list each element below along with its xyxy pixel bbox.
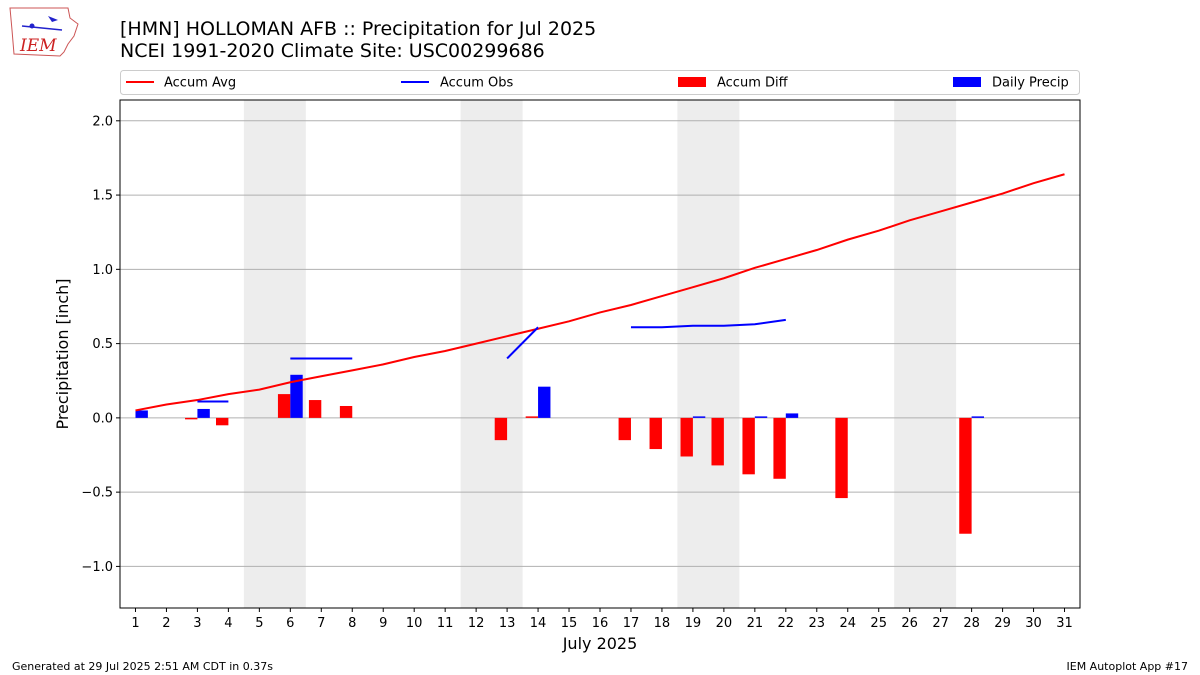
x-tick-label: 26 (901, 616, 918, 631)
x-tick-label: 18 (654, 616, 671, 631)
y-tick-label: 0.0 (92, 411, 113, 426)
accum-diff-bar (339, 405, 353, 418)
daily-precip-bar (692, 416, 706, 418)
weekend-band (894, 100, 957, 608)
accum-diff-bar (680, 417, 693, 457)
legend: Accum Avg Accum Obs Accum Diff Daily Pre… (120, 70, 1080, 95)
accum-diff-bar (959, 417, 972, 534)
x-tick-label: 13 (499, 616, 516, 631)
wind-vane-icon (48, 16, 58, 22)
y-tick-label: −0.5 (81, 486, 113, 501)
state-outline-icon (9, 7, 79, 57)
x-tick-label: 6 (286, 616, 294, 631)
accum-diff-bar (742, 417, 755, 475)
x-tick-label: 21 (747, 616, 764, 631)
x-tick-label: 5 (255, 616, 263, 631)
accum-diff-bar (277, 394, 291, 418)
accum-diff-bar (525, 416, 539, 418)
x-tick-label: 7 (317, 616, 325, 631)
legend-label-accum-avg: Accum Avg (164, 76, 236, 91)
footer-app: IEM Autoplot App #17 (1067, 660, 1189, 673)
legend-item-daily-precip: Daily Precip (953, 76, 1069, 91)
legend-frame (120, 70, 1080, 95)
legend-label-daily-precip: Daily Precip (992, 76, 1069, 91)
x-tick-label: 16 (592, 616, 609, 631)
accum-diff-bar (649, 417, 662, 450)
legend-swatch-accum-diff (678, 77, 706, 87)
daily-precip-bar (538, 386, 551, 418)
logo-text: IEM (19, 36, 57, 56)
legend-swatch-daily-precip (953, 77, 981, 87)
weather-station-mast (21, 25, 63, 31)
daily-precip-bar (290, 374, 303, 418)
iem-logo: IEM (9, 7, 79, 57)
accum-diff-bar (308, 400, 322, 418)
accum-diff-bar (773, 417, 786, 479)
x-tick-label: 17 (623, 616, 640, 631)
x-tick-label: 3 (193, 616, 201, 631)
x-tick-label: 10 (406, 616, 423, 631)
daily-precip-bar (785, 413, 799, 418)
weekend-band (677, 100, 740, 608)
weekend-band (243, 100, 306, 608)
x-tick-label: 27 (932, 616, 949, 631)
x-tick-label: 11 (437, 616, 454, 631)
x-tick-label: 14 (530, 616, 547, 631)
x-tick-label: 24 (839, 616, 856, 631)
x-tick-label: 12 (468, 616, 485, 631)
x-tick-label: 28 (963, 616, 980, 631)
accum-diff-bar (711, 417, 724, 466)
x-tick-label: 15 (561, 616, 578, 631)
accum-diff-bar (216, 417, 229, 426)
accum-obs-line (506, 326, 539, 360)
legend-item-accum-avg: Accum Avg (126, 76, 236, 91)
accum-diff-bar (494, 417, 508, 441)
daily-precip-bar (971, 416, 984, 418)
legend-label-accum-diff: Accum Diff (717, 76, 789, 91)
accum-diff-bar (618, 417, 631, 441)
accum-obs-line (630, 318, 786, 329)
x-tick-label: 25 (870, 616, 887, 631)
accum-diff-bar (835, 417, 848, 499)
y-tick-label: −1.0 (81, 560, 113, 575)
x-tick-label: 4 (224, 616, 232, 631)
weekend-band (460, 100, 523, 608)
plot-frame (119, 99, 1081, 609)
x-tick-label: 22 (778, 616, 795, 631)
y-tick-label: 1.0 (92, 263, 113, 278)
x-tick-label: 1 (131, 616, 139, 631)
y-tick-label: 2.0 (92, 114, 113, 129)
daily-precip-bar (197, 408, 210, 418)
x-tick-label: 9 (379, 616, 387, 631)
x-tick-label: 8 (348, 616, 356, 631)
legend-item-accum-diff: Accum Diff (678, 76, 789, 91)
y-tick-label: 1.5 (92, 189, 113, 204)
accum-diff-bar (185, 417, 198, 420)
y-axis-label: Precipitation [inch] (53, 278, 72, 429)
y-tick-label: 0.5 (92, 337, 113, 352)
x-tick-label: 31 (1056, 616, 1073, 631)
x-tick-label: 20 (716, 616, 733, 631)
legend-item-accum-obs: Accum Obs (401, 76, 513, 91)
x-tick-label: 2 (162, 616, 170, 631)
chart-title: [HMN] HOLLOMAN AFB :: Precipitation for … (120, 18, 596, 40)
plot-area: −1.0−0.50.00.51.01.52.01 2 3 4 5 6 7 8 9 10 11 12 13… (81, 99, 1081, 631)
daily-precip-bar (135, 410, 148, 418)
accum-avg-line (135, 173, 1065, 412)
legend-label-accum-obs: Accum Obs (440, 76, 513, 91)
chart-subtitle: NCEI 1991-2020 Climate Site: USC00299686 (120, 40, 545, 62)
x-tick-label: 19 (685, 616, 702, 631)
daily-precip-bar (754, 416, 768, 418)
x-tick-label: 23 (809, 616, 826, 631)
x-tick-label: 30 (1025, 616, 1042, 631)
x-tick-label: 29 (994, 616, 1011, 631)
footer-generated: Generated at 29 Jul 2025 2:51 AM CDT in … (12, 660, 273, 673)
x-axis-label: July 2025 (562, 634, 638, 653)
